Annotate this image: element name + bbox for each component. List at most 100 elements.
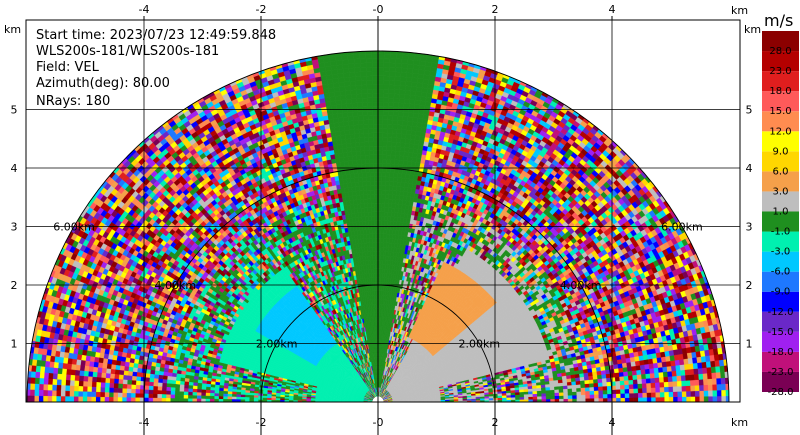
velocity-cell [685, 379, 691, 387]
velocity-cell [545, 389, 551, 394]
velocity-cell [628, 383, 634, 390]
velocity-cell [631, 365, 637, 372]
velocity-cell [593, 390, 599, 395]
velocity-cell [593, 378, 599, 384]
velocity-cell [510, 394, 516, 398]
velocity-cell [642, 392, 648, 398]
velocity-cell [641, 373, 647, 380]
velocity-cell [710, 360, 716, 368]
velocity-cell [589, 397, 595, 403]
velocity-cell [685, 385, 692, 392]
velocity-cell [532, 396, 538, 400]
velocity-cell [506, 397, 512, 401]
velocity-cell [689, 374, 695, 381]
velocity-cell [699, 396, 705, 403]
velocity-cell [646, 387, 652, 393]
velocity-cell [519, 396, 525, 400]
velocity-cell [631, 370, 638, 376]
velocity-cell [602, 389, 608, 395]
velocity-cell [545, 386, 551, 391]
velocity-cell [681, 385, 687, 392]
velocity-cell [589, 390, 595, 395]
velocity-cell [620, 393, 626, 399]
velocity-cell [646, 392, 652, 398]
velocity-cell [541, 392, 547, 397]
velocity-cell [588, 379, 594, 384]
velocity-cell [613, 367, 620, 374]
velocity-cell [575, 380, 581, 385]
velocity-cell [629, 392, 635, 398]
velocity-cell [633, 383, 639, 389]
velocity-cell [523, 393, 529, 398]
velocity-cell [576, 394, 582, 399]
velocity-cell [541, 390, 547, 394]
velocity-cell [619, 380, 625, 386]
velocity-cell [580, 394, 586, 399]
velocity-cell [659, 391, 665, 398]
velocity-cell [567, 391, 573, 396]
velocity-cell [623, 379, 630, 386]
velocity-cell [598, 393, 604, 399]
velocity-cell [644, 363, 650, 370]
velocity-cell [645, 377, 652, 384]
velocity-cell [716, 377, 722, 385]
velocity-cell [651, 397, 657, 403]
velocity-cell [664, 396, 670, 403]
velocity-cell [698, 378, 704, 386]
velocity-cell [537, 396, 543, 400]
velocity-cell [510, 396, 516, 400]
velocity-cell [596, 374, 603, 380]
velocity-cell [689, 368, 695, 375]
velocity-cell [698, 373, 704, 380]
velocity-cell [562, 385, 568, 390]
velocity-cell [607, 393, 613, 399]
velocity-cell [692, 362, 699, 370]
velocity-cell [585, 398, 591, 403]
velocity-cell [699, 390, 705, 397]
velocity-cell [672, 386, 678, 392]
velocity-cell [637, 387, 643, 394]
velocity-cell [655, 386, 661, 393]
velocity-cell [672, 375, 678, 382]
velocity-cell [607, 389, 613, 395]
velocity-cell [536, 390, 542, 394]
velocity-cell [690, 396, 696, 403]
velocity-cell [626, 361, 632, 368]
velocity-cell [655, 396, 661, 403]
velocity-cell [581, 398, 586, 403]
velocity-cell [703, 384, 709, 391]
velocity-cell [681, 380, 687, 387]
velocity-cell [657, 361, 663, 368]
velocity-cell [699, 384, 705, 392]
velocity-cell [662, 371, 669, 378]
velocity-cell [663, 376, 669, 383]
velocity-cell [677, 396, 683, 403]
velocity-cell [711, 372, 717, 379]
velocity-cell [715, 371, 722, 379]
velocity-cell [662, 366, 668, 373]
velocity-cell [545, 392, 551, 397]
velocity-cell [580, 383, 586, 389]
velocity-cell [675, 364, 681, 371]
velocity-cell [515, 394, 521, 398]
velocity-cell [675, 369, 682, 377]
velocity-cell [708, 390, 714, 397]
velocity-cell [690, 390, 696, 397]
velocity-cell [611, 397, 617, 403]
velocity-cell [541, 395, 547, 400]
velocity-cell [711, 378, 718, 385]
velocity-cell [667, 376, 673, 382]
velocity-cell [716, 383, 722, 391]
velocity-cell [646, 382, 652, 389]
velocity-cell [637, 383, 643, 389]
velocity-cell [549, 389, 555, 394]
velocity-cell [633, 397, 639, 403]
velocity-cell [593, 382, 599, 388]
velocity-cell [667, 370, 673, 377]
velocity-cell [659, 381, 665, 388]
velocity-cell [633, 392, 639, 398]
velocity-cell [716, 395, 722, 403]
velocity-cell [641, 378, 647, 384]
velocity-cell [671, 370, 677, 377]
velocity-cell [594, 397, 599, 403]
